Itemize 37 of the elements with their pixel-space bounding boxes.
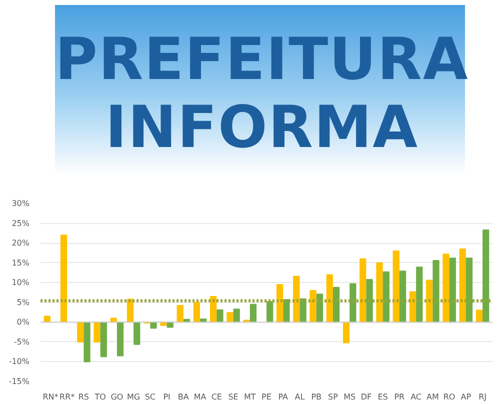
- y-tick-label: 25%: [12, 218, 30, 228]
- y-tick-label: 15%: [12, 258, 30, 268]
- x-tick-label: AP: [460, 392, 472, 402]
- x-tick-label: AC: [410, 392, 422, 402]
- x-tick-label: PB: [311, 392, 322, 402]
- x-tick-label: MG: [127, 392, 140, 402]
- x-tick-label: RJ: [478, 392, 486, 402]
- x-tick-label: SP: [328, 392, 338, 402]
- y-tick-label: -5%: [14, 337, 30, 346]
- y-tick-label: -15%: [8, 377, 30, 386]
- x-tick-label: SE: [228, 392, 238, 402]
- x-tick-label: RN*: [42, 392, 58, 402]
- y-tick-label: 10%: [12, 278, 30, 288]
- x-tick-label: MT: [244, 392, 256, 402]
- x-tick-label: AM: [426, 392, 439, 402]
- x-tick-label: RO: [443, 392, 456, 402]
- y-tick-label: 0%: [16, 318, 30, 327]
- x-tick-label: PR: [394, 392, 406, 402]
- x-tick-label: BA: [178, 392, 190, 402]
- x-tick-label: PI: [163, 392, 170, 402]
- x-tick-label: ES: [378, 392, 388, 402]
- x-tick-label: MA: [194, 392, 207, 402]
- x-tick-label: PE: [262, 392, 272, 402]
- x-tick-label: TO: [94, 392, 106, 402]
- x-tick-label: DF: [360, 392, 372, 402]
- y-tick-label: 30%: [12, 199, 30, 208]
- y-tick-label: -10%: [8, 357, 30, 366]
- x-tick-label: AL: [294, 392, 306, 402]
- y-tick-label: 5%: [16, 298, 30, 307]
- x-tick-label: RS: [78, 392, 90, 402]
- x-tick-label: GO: [110, 392, 124, 402]
- y-tick-label: 20%: [12, 238, 30, 248]
- x-tick-label: RR*: [60, 392, 75, 402]
- x-tick-label: CE: [211, 392, 222, 402]
- x-tick-label: MS: [344, 392, 356, 402]
- x-tick-label: SC: [144, 392, 156, 402]
- x-tick-label: PA: [278, 392, 289, 402]
